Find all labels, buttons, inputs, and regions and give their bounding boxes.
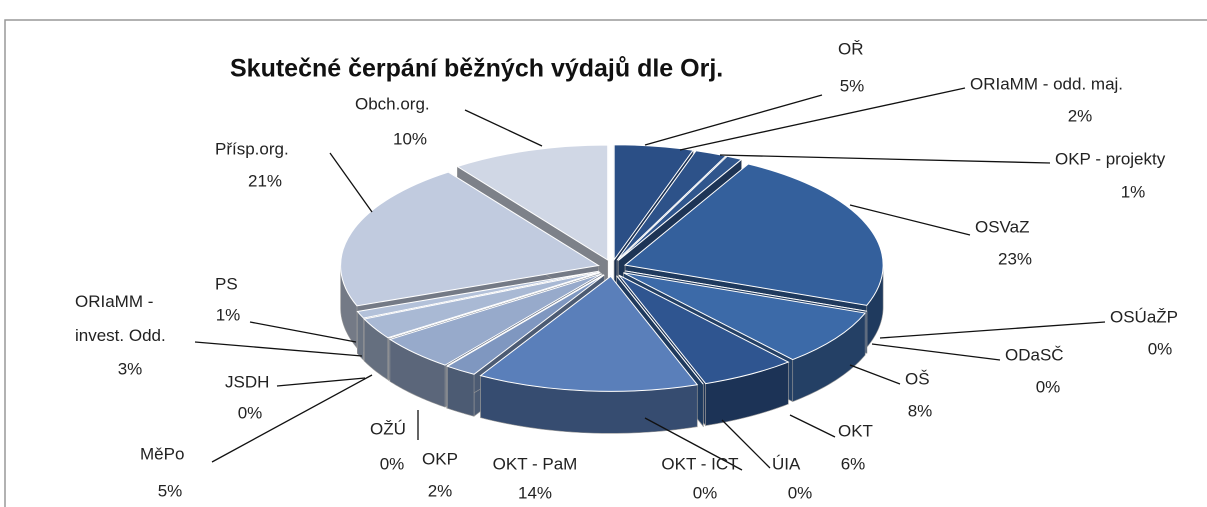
value-label: 1% (1121, 182, 1146, 201)
category-label: PS (215, 274, 238, 293)
category-label: OŽÚ (370, 419, 406, 438)
category-label: ORIaMM -invest. Odd. (75, 292, 166, 345)
pie-slice (356, 270, 600, 319)
value-label: 0% (693, 483, 718, 502)
pie-slice (623, 272, 867, 361)
pie-slice (388, 272, 601, 339)
pie-slice (617, 155, 743, 261)
leader-line (644, 94, 823, 146)
category-label: OKP (422, 449, 458, 468)
leader-line (849, 364, 901, 385)
value-label: 6% (841, 454, 866, 473)
leader-line (211, 374, 373, 463)
chart-title: Skutečné čerpání běžných výdajů dle Orj. (230, 55, 723, 83)
leader-line (789, 414, 836, 438)
pie-slice (479, 275, 699, 392)
pie-slice (363, 271, 600, 339)
pie-slice (340, 171, 600, 307)
category-label: OSÚaŽP (1110, 307, 1178, 326)
category-label: OŘ (838, 39, 864, 58)
leader-line (871, 343, 1001, 361)
pie-slice (388, 273, 603, 366)
pie-slice (456, 144, 609, 261)
leader-line (276, 377, 366, 387)
category-label: ODaSČ (1005, 345, 1064, 364)
slice-side (447, 365, 475, 417)
pie-slice (623, 163, 884, 306)
value-label: 0% (1148, 339, 1173, 358)
value-label: 21% (248, 171, 282, 190)
value-label: 8% (908, 401, 933, 420)
pie-slice (618, 274, 790, 385)
value-label: 0% (380, 454, 405, 473)
value-label: 10% (393, 129, 427, 148)
category-label: JSDH (225, 372, 269, 391)
chart-frame (4, 19, 1207, 507)
value-label: 2% (428, 481, 453, 500)
pie-slice (613, 144, 695, 262)
pie-slice (446, 274, 605, 375)
slice-side (357, 310, 364, 361)
value-label: 3% (118, 359, 143, 378)
category-label: Obch.org. (355, 94, 430, 113)
leader-line (721, 419, 771, 469)
category-label: OKT (838, 421, 873, 440)
leader-line (719, 154, 1051, 164)
category-label: OSVaZ (975, 217, 1029, 236)
leader-line (249, 321, 357, 343)
category-label: ORIaMM - odd. maj. (970, 74, 1123, 93)
leader-line (329, 152, 373, 213)
value-label: 2% (1068, 106, 1093, 125)
category-label: MěPo (140, 444, 184, 463)
value-label: 5% (158, 481, 183, 500)
category-label: OKP - projekty (1055, 149, 1166, 168)
leader-line (849, 204, 971, 236)
category-label: ÚIA (772, 454, 801, 473)
leader-line (679, 87, 966, 151)
value-label: 23% (998, 249, 1032, 268)
category-label: OKT - PaM (493, 454, 578, 473)
value-label: 14% (518, 483, 552, 502)
category-label: OKT - ICT (661, 454, 738, 473)
value-label: 0% (1036, 377, 1061, 396)
leader-line (879, 321, 1106, 339)
pie-slice (446, 274, 604, 367)
category-label: OŠ (905, 369, 930, 388)
leader-line (194, 341, 363, 357)
pie-slice (616, 150, 727, 261)
leader-line (644, 417, 743, 471)
value-label: 1% (216, 305, 241, 324)
category-label: Přísp.org. (215, 139, 289, 158)
value-label: 5% (840, 76, 865, 95)
value-label: 0% (788, 483, 813, 502)
value-label: 0% (238, 403, 263, 422)
leader-line (464, 109, 543, 147)
